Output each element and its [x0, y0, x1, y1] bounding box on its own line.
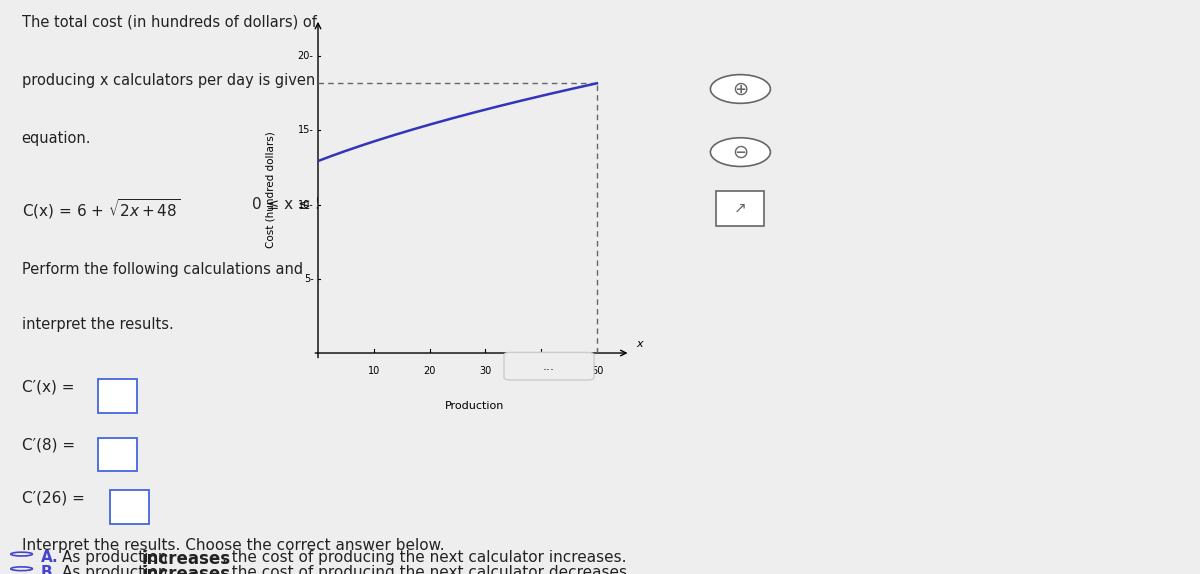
Text: equation.: equation. [22, 131, 91, 146]
Text: x: x [636, 339, 643, 349]
Text: interpret the results.: interpret the results. [22, 317, 173, 332]
Text: C(x) = 6 + $\sqrt{2x + 48}$: C(x) = 6 + $\sqrt{2x + 48}$ [22, 197, 180, 221]
Text: B.: B. [41, 565, 58, 574]
Text: 20-: 20- [298, 51, 313, 61]
Text: Perform the following calculations and: Perform the following calculations and [22, 262, 302, 277]
FancyBboxPatch shape [98, 438, 137, 471]
Text: 30: 30 [479, 366, 492, 377]
Text: , the cost of producing the next calculator increases.: , the cost of producing the next calcula… [222, 550, 626, 565]
Text: increases: increases [142, 565, 230, 574]
FancyBboxPatch shape [98, 379, 137, 413]
Text: 40: 40 [535, 366, 547, 377]
Text: 0 ≤ x ≤ 50: 0 ≤ x ≤ 50 [252, 197, 335, 212]
Text: 15-: 15- [298, 125, 313, 135]
Text: A.: A. [41, 550, 59, 565]
Text: 10-: 10- [298, 200, 313, 210]
Text: Interpret the results. Choose the correct answer below.: Interpret the results. Choose the correc… [22, 538, 444, 553]
Text: 20: 20 [424, 366, 436, 377]
Text: C′(x) =: C′(x) = [22, 379, 74, 394]
Text: ⊖: ⊖ [732, 142, 749, 162]
Text: Cost (hundred dollars): Cost (hundred dollars) [265, 131, 276, 248]
Text: 5-: 5- [304, 274, 313, 284]
FancyBboxPatch shape [110, 490, 149, 523]
Text: ⊕: ⊕ [732, 79, 749, 99]
Text: 10: 10 [367, 366, 380, 377]
Text: As production: As production [62, 550, 173, 565]
Text: ...: ... [542, 360, 554, 373]
Text: C′(26) =: C′(26) = [22, 490, 84, 505]
Text: Production: Production [444, 401, 504, 410]
Text: 50: 50 [590, 366, 604, 377]
Text: ↗: ↗ [734, 200, 746, 215]
Text: C′(8) =: C′(8) = [22, 438, 74, 453]
Text: increases: increases [142, 550, 230, 568]
Text: As production: As production [62, 565, 173, 574]
Text: producing x calculators per day is given by the: producing x calculators per day is given… [22, 73, 366, 88]
Text: , the cost of producing the next calculator decreases.: , the cost of producing the next calcula… [222, 565, 632, 574]
Text: The total cost (in hundreds of dollars) of: The total cost (in hundreds of dollars) … [22, 14, 317, 30]
